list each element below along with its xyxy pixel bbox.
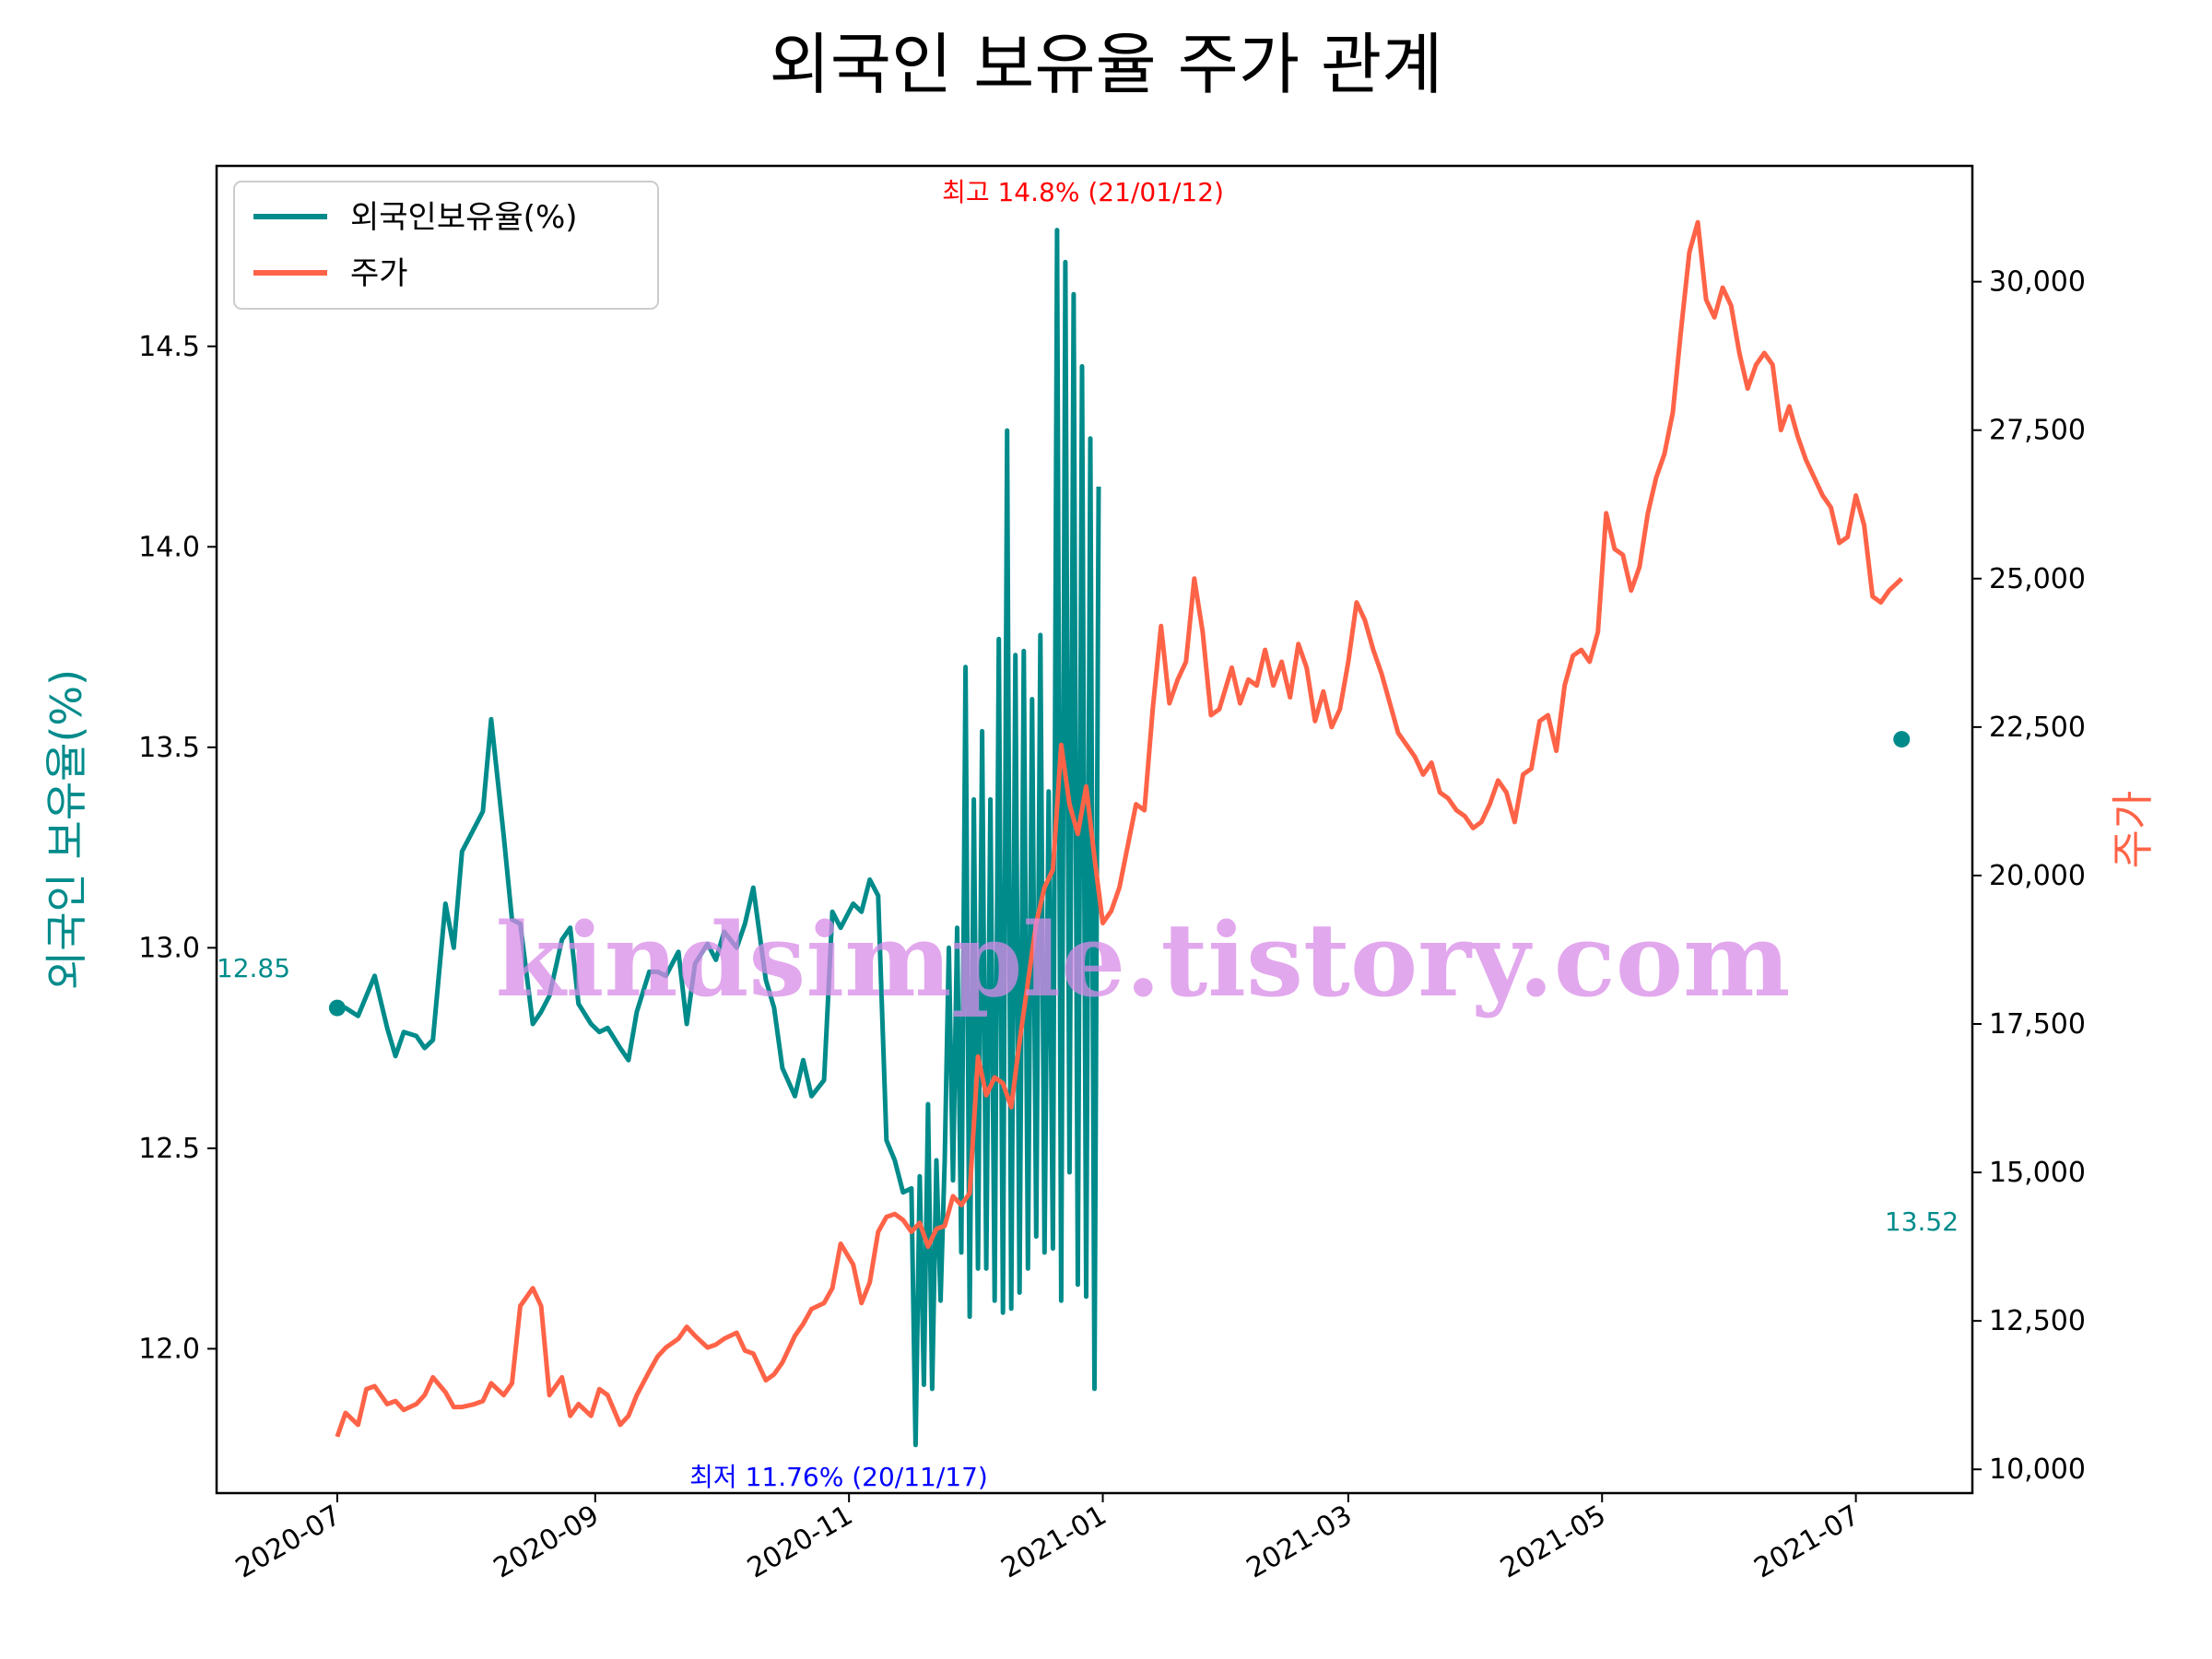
- watermark: kindsimple.tistory.com: [496, 900, 1791, 1019]
- y-axis-right-title: 주가: [2108, 791, 2158, 869]
- plot-frame: [215, 164, 1974, 1495]
- end-value-label: 13.52: [1885, 1206, 1959, 1237]
- legend-label-price: 주가: [350, 255, 408, 292]
- y-left-tick-label: 12.0: [138, 1333, 200, 1365]
- x-tick-label: 2021-07: [1749, 1500, 1865, 1585]
- y-right-tick-label: 17,500: [1989, 1008, 2086, 1041]
- min-annotation: 최저 11.76% (20/11/17): [689, 1462, 988, 1492]
- y-left-tick-label: 14.5: [138, 331, 200, 363]
- x-tick-label: 2020-07: [230, 1500, 347, 1585]
- y-right-tick-label: 27,500: [1989, 415, 2086, 447]
- x-tick-label: 2021-03: [1241, 1500, 1358, 1585]
- y-right-tick-label: 22,500: [1989, 712, 2086, 744]
- y-right-tick-label: 30,000: [1989, 266, 2086, 299]
- y-right-tick-label: 10,000: [1989, 1453, 2086, 1486]
- start-value-label: 12.85: [217, 953, 290, 983]
- y-axis-right: 10,000 12,500 15,000 17,500 20,000 22,500 25,0…: [1972, 266, 2086, 1486]
- y-left-tick-label: 14.0: [138, 531, 200, 563]
- y-left-tick-label: 13.0: [138, 932, 200, 964]
- y-right-tick-label: 20,000: [1989, 860, 2086, 892]
- series-line-price: [335, 219, 1904, 1438]
- x-tick-label: 2021-05: [1495, 1500, 1611, 1585]
- legend-label-foreign: 외국인보유율(%): [350, 199, 578, 236]
- chart-title: 외국인 보유율 주가 관계: [769, 26, 1442, 103]
- x-tick-label: 2021-01: [995, 1500, 1112, 1585]
- y-right-tick-label: 25,000: [1989, 563, 2086, 595]
- y-axis-left: 12.0 12.5 13.0 13.5 14.0 14.5: [138, 331, 217, 1365]
- legend-box: [233, 181, 659, 310]
- max-annotation: 최고 14.8% (21/01/12): [942, 177, 1224, 207]
- y-right-tick-label: 12,500: [1989, 1305, 2086, 1337]
- y-left-tick-label: 13.5: [138, 732, 200, 764]
- series-line-foreign-ratio: [336, 228, 1101, 1448]
- start-point: [328, 999, 346, 1017]
- y-left-tick-label: 12.5: [138, 1133, 200, 1165]
- plot-area: [328, 219, 1911, 1448]
- x-tick-label: 2020-11: [742, 1500, 858, 1585]
- end-point: [1893, 731, 1911, 748]
- y-right-tick-label: 15,000: [1989, 1157, 2086, 1189]
- x-axis: 2020-07 2020-09 2020-11 2021-01 2021-03 2021-…: [230, 1493, 1865, 1585]
- x-tick-label: 2020-09: [488, 1500, 605, 1585]
- y-axis-left-title: 외국인 보유율(%): [41, 669, 91, 990]
- legend: 외국인보유율(%) 주가: [233, 181, 659, 310]
